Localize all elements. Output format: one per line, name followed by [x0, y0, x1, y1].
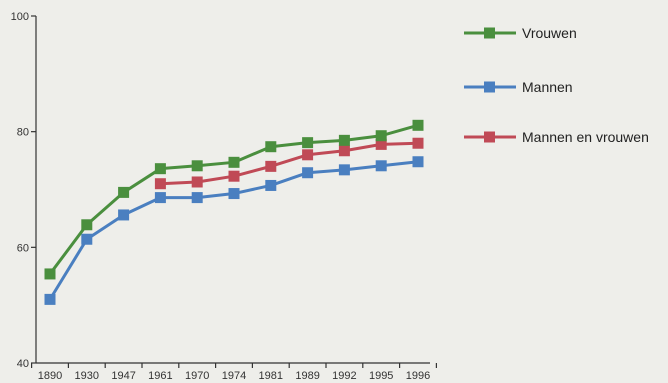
y-tick-label: 80 — [17, 127, 29, 139]
legend-item-mannen: Mannen — [464, 79, 573, 95]
axes — [35, 16, 430, 364]
legend-label: Mannen — [522, 79, 573, 95]
x-tick-label: 1992 — [332, 370, 356, 382]
data-point-mannen — [412, 156, 424, 168]
x-tick-label: 1974 — [222, 370, 246, 382]
series-mannen-en-vrouwen — [154, 137, 424, 190]
data-point-mannen — [81, 233, 93, 245]
data-point-vrouwen — [265, 141, 277, 153]
data-point-mannen — [228, 188, 240, 200]
legend: Vrouwen Mannen Mannen en vrouwen — [464, 25, 649, 145]
data-point-mannen-en-vrouwen — [265, 160, 277, 172]
x-tick-label: 1890 — [38, 370, 62, 382]
data-point-mannen-en-vrouwen — [412, 137, 424, 149]
data-point-mannen-en-vrouwen — [375, 138, 387, 150]
data-point-mannen — [265, 179, 277, 191]
y-axis-ticks: 40 60 80 100 — [11, 11, 36, 370]
legend-label: Mannen en vrouwen — [522, 129, 649, 145]
data-point-vrouwen — [302, 137, 314, 149]
x-tick-label: 1981 — [259, 370, 283, 382]
data-point-vrouwen — [375, 130, 387, 142]
data-point-mannen — [154, 192, 166, 204]
x-tick-label: 1970 — [185, 370, 209, 382]
data-point-mannen-en-vrouwen — [302, 149, 314, 161]
data-point-vrouwen — [191, 160, 203, 172]
x-tick-label: 1996 — [406, 370, 430, 382]
data-point-mannen-en-vrouwen — [338, 145, 350, 157]
data-point-mannen-en-vrouwen — [228, 170, 240, 182]
series-layer — [44, 119, 424, 305]
x-tick-label: 1947 — [111, 370, 135, 382]
data-point-vrouwen — [44, 268, 56, 280]
x-tick-label: 1961 — [148, 370, 172, 382]
data-point-vrouwen — [154, 163, 166, 175]
data-point-mannen — [338, 164, 350, 176]
x-tick-label: 1930 — [75, 370, 99, 382]
legend-marker — [484, 27, 495, 39]
data-point-mannen — [44, 293, 56, 305]
data-point-mannen — [375, 160, 387, 172]
series-mannen — [44, 156, 424, 305]
y-tick-label: 40 — [17, 358, 29, 370]
legend-marker — [484, 131, 495, 143]
data-point-mannen-en-vrouwen — [154, 178, 166, 190]
legend-label: Vrouwen — [522, 25, 577, 41]
data-point-vrouwen — [81, 219, 93, 231]
data-point-mannen — [118, 209, 130, 221]
data-point-vrouwen — [228, 156, 240, 168]
legend-marker — [484, 81, 495, 93]
series-line-mannen — [48, 160, 419, 301]
legend-item-mannen-en-vrouwen: Mannen en vrouwen — [464, 129, 649, 145]
x-axis-ticks: 1890 1930 1947 1961 1970 1974 1981 1989 1992 1995… — [31, 363, 437, 382]
y-tick-label: 100 — [11, 11, 29, 23]
data-point-mannen-en-vrouwen — [191, 176, 203, 188]
x-tick-label: 1989 — [295, 370, 319, 382]
legend-item-vrouwen: Vrouwen — [464, 25, 577, 41]
data-point-vrouwen — [412, 119, 424, 131]
data-point-vrouwen — [118, 186, 130, 198]
series-line-mannen-en-vrouwen — [160, 141, 419, 186]
data-point-mannen — [191, 192, 203, 204]
data-point-mannen — [302, 167, 314, 179]
y-tick-label: 60 — [17, 242, 29, 254]
series-vrouwen — [44, 119, 424, 280]
x-tick-label: 1995 — [369, 370, 393, 382]
data-point-vrouwen — [338, 134, 350, 146]
